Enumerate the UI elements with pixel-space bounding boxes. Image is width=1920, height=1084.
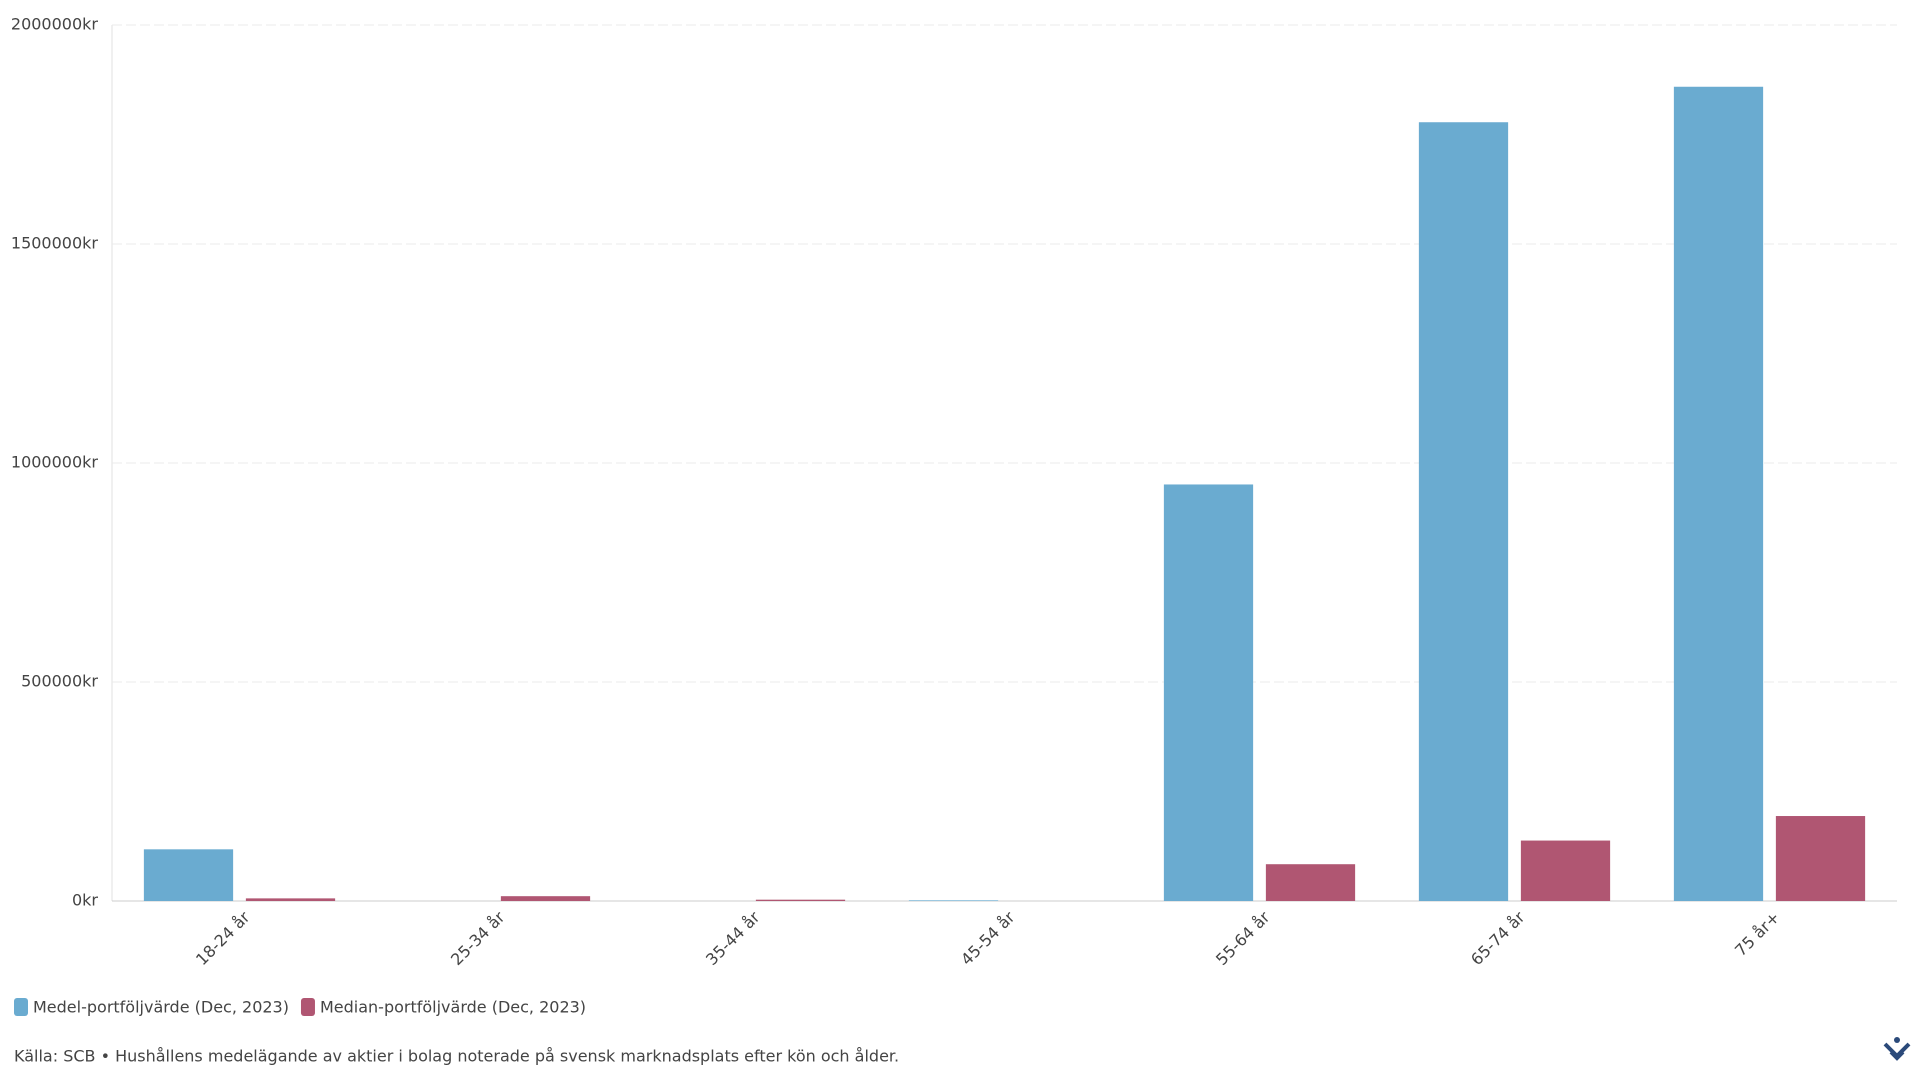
x-tick-label: 45-54 år xyxy=(957,907,1019,969)
bar xyxy=(1673,86,1764,902)
y-tick-label: 0kr xyxy=(72,891,98,910)
bar xyxy=(143,849,234,901)
bar xyxy=(500,896,591,901)
legend-swatch xyxy=(300,998,315,1016)
legend-swatch xyxy=(14,998,28,1016)
y-tick-label: 2000000kr xyxy=(11,15,99,34)
y-tick-label: 1000000kr xyxy=(11,453,99,472)
legend-label: Medel-portföljvärde (Dec, 2023) xyxy=(33,998,289,1017)
source: Källa: SCB • Hushållens medelägande av a… xyxy=(14,1047,899,1066)
x-tick-label: 65-74 år xyxy=(1467,907,1529,969)
x-tick-label: 55-64 år xyxy=(1212,907,1274,969)
bar xyxy=(908,900,999,901)
bar xyxy=(755,899,846,901)
x-tick-label: 25-34 år xyxy=(447,907,509,969)
bar xyxy=(1418,122,1509,901)
bar xyxy=(1775,816,1866,901)
bar xyxy=(245,898,336,901)
legend-label: Median-portföljvärde (Dec, 2023) xyxy=(320,998,586,1017)
bar xyxy=(1163,484,1254,901)
x-tick-label: 35-44 år xyxy=(702,907,764,969)
y-tick-label: 500000kr xyxy=(21,672,98,691)
x-tick-label: 18-24 år xyxy=(192,907,254,969)
logo xyxy=(1883,1037,1911,1061)
y-tick-label: 1500000kr xyxy=(11,234,99,253)
bar xyxy=(1520,840,1611,901)
x-tick-label: 75 år+ xyxy=(1731,908,1783,960)
bar xyxy=(1265,864,1356,901)
